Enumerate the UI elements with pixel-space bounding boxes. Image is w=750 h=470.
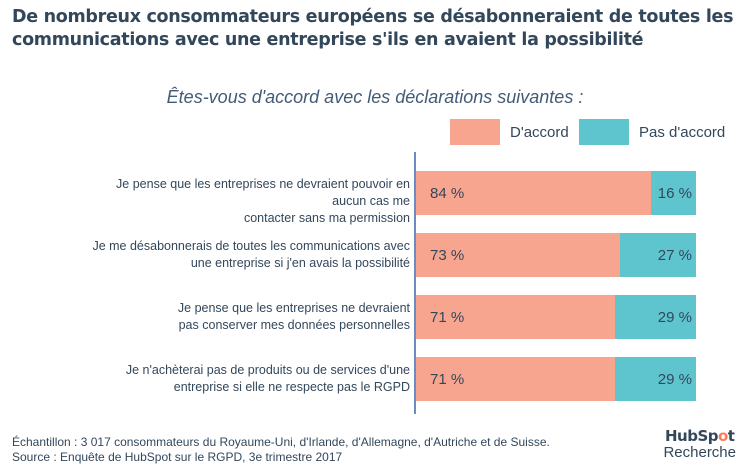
category-label-line: entreprise si elle ne respecte pas le RG… (173, 380, 410, 394)
stacked-bar: 71 % 29 % (416, 357, 696, 401)
category-label: Je pense que les entreprises ne devraien… (90, 300, 410, 334)
chart-subtitle: Êtes-vous d'accord avec les déclarations… (166, 87, 584, 107)
data-label: 16 % (657, 184, 692, 202)
sprocket-icon: o (717, 427, 728, 445)
category-label-line: une entreprise si j'en avais la possibil… (190, 256, 410, 270)
footnote-sample: Échantillon : 3 017 consommateurs du Roy… (12, 435, 550, 449)
bar-segment-agree: 71 % (416, 295, 615, 339)
data-label: 73 % (430, 246, 465, 264)
category-label: Je n'achèterai pas de produits ou de ser… (90, 362, 410, 396)
footnote-source: Source : Enquête de HubSpot sur le RGPD,… (12, 450, 343, 464)
bar-segment-agree: 73 % (416, 233, 621, 277)
data-label: 29 % (657, 370, 692, 388)
data-label: 84 % (430, 184, 465, 202)
category-label-line: Je pense que les entreprises ne devraien… (177, 301, 410, 315)
legend-item-disagree: Pas d'accord (579, 118, 725, 146)
legend-item-agree: D'accord (450, 118, 569, 146)
data-label: 29 % (657, 308, 692, 326)
y-axis-line (414, 152, 416, 414)
legend-label-disagree: Pas d'accord (639, 123, 726, 141)
category-label-line: Je n'achèterai pas de produits ou de ser… (125, 363, 410, 377)
category-label-line: Je me désabonnerais de toutes les commun… (92, 239, 410, 253)
bar-segment-agree: 71 % (416, 357, 615, 401)
category-label-line: pas conserver mes données personnelles (178, 318, 410, 332)
category-label: Je pense que les entreprises ne devraien… (90, 176, 410, 227)
legend-swatch-agree (450, 119, 500, 145)
bar-segment-disagree: 27 % (620, 233, 696, 277)
footnote: Échantillon : 3 017 consommateurs du Roy… (12, 435, 550, 465)
bar-segment-disagree: 29 % (614, 357, 696, 401)
brand-subtitle: Recherche (663, 444, 736, 461)
category-label-line: contacter sans ma permission (243, 211, 410, 225)
category-label: Je me désabonnerais de toutes les commun… (90, 238, 410, 272)
data-label: 71 % (430, 370, 465, 388)
category-label-line: Je pense que les entreprises ne devraien… (116, 177, 410, 208)
hubspot-brand: HubSpot Recherche (663, 427, 736, 461)
logo-text-end: t (727, 427, 735, 445)
logo-text: HubSp (664, 427, 719, 445)
data-label: 71 % (430, 308, 465, 326)
stacked-bar: 71 % 29 % (416, 295, 696, 339)
bar-segment-disagree: 29 % (614, 295, 696, 339)
legend-label-agree: D'accord (510, 123, 569, 141)
legend-swatch-disagree (579, 119, 629, 145)
hubspot-logo: HubSpot (663, 427, 736, 445)
bar-segment-disagree: 16 % (651, 171, 696, 215)
data-label: 27 % (657, 246, 692, 264)
bar-segment-agree: 84 % (416, 171, 652, 215)
stacked-bar: 73 % 27 % (416, 233, 696, 277)
chart-title: De nombreux consommateurs européens se d… (12, 7, 734, 50)
stacked-bar: 84 % 16 % (416, 171, 696, 215)
